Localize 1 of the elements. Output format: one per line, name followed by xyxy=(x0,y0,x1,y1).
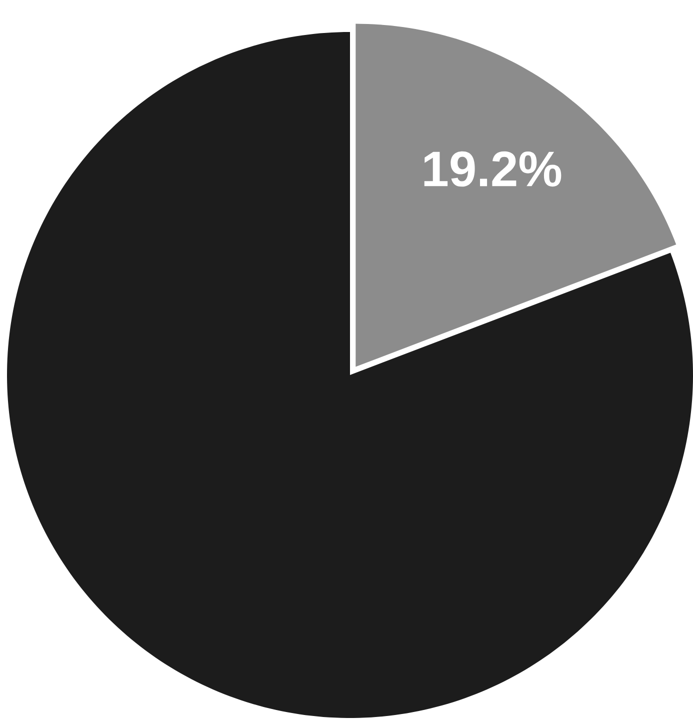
data-label: 19.2% xyxy=(424,151,562,187)
